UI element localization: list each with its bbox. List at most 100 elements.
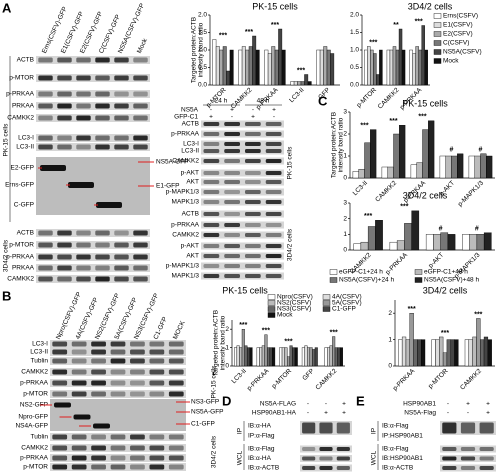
- y-tick-label: 1.5: [350, 29, 359, 36]
- row-label: p-PRKAA: [171, 222, 199, 229]
- blot-band: [71, 464, 87, 470]
- significance: ***: [330, 329, 338, 336]
- blot-band: [133, 254, 148, 260]
- blot-band: [168, 434, 184, 440]
- blot-band: [52, 391, 68, 397]
- blot-band: [265, 132, 282, 136]
- bar: [480, 339, 485, 367]
- blot-band: [224, 244, 241, 248]
- cell-label: 3D4/2 cells: [3, 239, 10, 272]
- bar: [215, 46, 220, 86]
- blot-band: [244, 171, 261, 175]
- blot-band: [265, 159, 282, 163]
- significance: ***: [474, 311, 482, 318]
- bar: [398, 28, 403, 86]
- x-tick-label: GFP: [301, 368, 315, 382]
- blot-strip: [36, 253, 150, 261]
- y-tick-label: 2: [343, 215, 347, 222]
- significance: ***: [239, 322, 247, 329]
- blot-strip: [36, 229, 150, 237]
- cell-label: 3D4/2 cells: [287, 228, 294, 261]
- blot-band: [110, 464, 126, 470]
- blot-strip: [36, 134, 150, 142]
- right-label: NS5A-GFP: [156, 159, 189, 166]
- bar: [364, 142, 371, 179]
- blot-band: [95, 254, 110, 260]
- significance: ***: [297, 67, 305, 74]
- y-tick-label: 1: [343, 153, 347, 160]
- blot-band: [95, 144, 110, 150]
- row-label: ACTB: [17, 230, 34, 237]
- sign: +: [324, 410, 328, 417]
- row-label: Erns-GFP: [5, 182, 34, 189]
- blot-band: [203, 274, 220, 278]
- bar: [428, 120, 435, 179]
- blot-band: [76, 91, 91, 97]
- bar: [439, 336, 444, 367]
- bar: [447, 234, 456, 251]
- row-label: LC3-II: [30, 349, 48, 356]
- row-label: p-MTOR: [9, 242, 34, 249]
- bar: [381, 166, 388, 179]
- blot-band: [133, 75, 148, 81]
- blot-band: [479, 456, 494, 461]
- bar: [246, 347, 250, 367]
- bar: [292, 347, 296, 367]
- blot-strip: [201, 140, 284, 148]
- blot-strip: [201, 272, 284, 280]
- row-label: IB:α-Flag: [382, 423, 409, 430]
- chart-title: PK-15 cells: [222, 285, 268, 295]
- bar: [248, 46, 253, 86]
- legend-swatch: [433, 31, 442, 37]
- legend-swatch: [322, 300, 331, 306]
- y-tick-label: 2: [225, 326, 229, 333]
- blot-band: [336, 447, 350, 451]
- blot-band: [130, 341, 145, 347]
- bar: [279, 347, 283, 367]
- row-label: IB:HSP90AB1: [382, 455, 423, 462]
- blot-band: [224, 212, 241, 216]
- treatment-label: NS5A: [181, 107, 199, 114]
- blot-band: [114, 144, 129, 150]
- time-label: 24 h: [215, 98, 228, 105]
- row-label: ACTB: [182, 211, 199, 218]
- row-label: AKT: [186, 253, 199, 260]
- time-label: 48 h: [257, 98, 270, 105]
- sign: +: [342, 410, 346, 417]
- blot-band: [71, 349, 87, 355]
- chart-title: 3D4/2 cells: [408, 1, 453, 11]
- blot-band: [38, 242, 53, 248]
- blot-band: [149, 455, 165, 461]
- blot-band: [224, 254, 241, 258]
- blot-band: [244, 122, 261, 126]
- bar: [487, 339, 492, 367]
- bar: [312, 349, 316, 367]
- blot-band: [38, 230, 53, 236]
- row-label: NS4A-GFP: [15, 423, 48, 430]
- bar: [454, 339, 459, 367]
- blot-band: [203, 122, 220, 126]
- blot-band: [336, 466, 350, 470]
- blot-band: [57, 115, 72, 121]
- panel-label: D: [222, 393, 231, 408]
- bar: [367, 46, 371, 86]
- blot-band: [442, 466, 457, 470]
- bar: [332, 336, 336, 367]
- blot-band: [110, 349, 126, 355]
- bar: [307, 81, 312, 86]
- lane-label: Mock: [136, 37, 149, 55]
- significance: #: [475, 226, 479, 233]
- bar: [413, 339, 418, 367]
- blot-band: [265, 274, 282, 278]
- significance: ***: [360, 122, 368, 129]
- bar: [271, 46, 276, 86]
- significance: ***: [415, 18, 423, 25]
- bar: [337, 347, 341, 367]
- sign: +: [342, 401, 346, 408]
- bar: [409, 313, 414, 367]
- blot-band: [168, 369, 184, 375]
- bar: [304, 345, 308, 367]
- blot-band: [203, 142, 220, 146]
- bar: [410, 164, 417, 179]
- sign: -: [307, 401, 309, 408]
